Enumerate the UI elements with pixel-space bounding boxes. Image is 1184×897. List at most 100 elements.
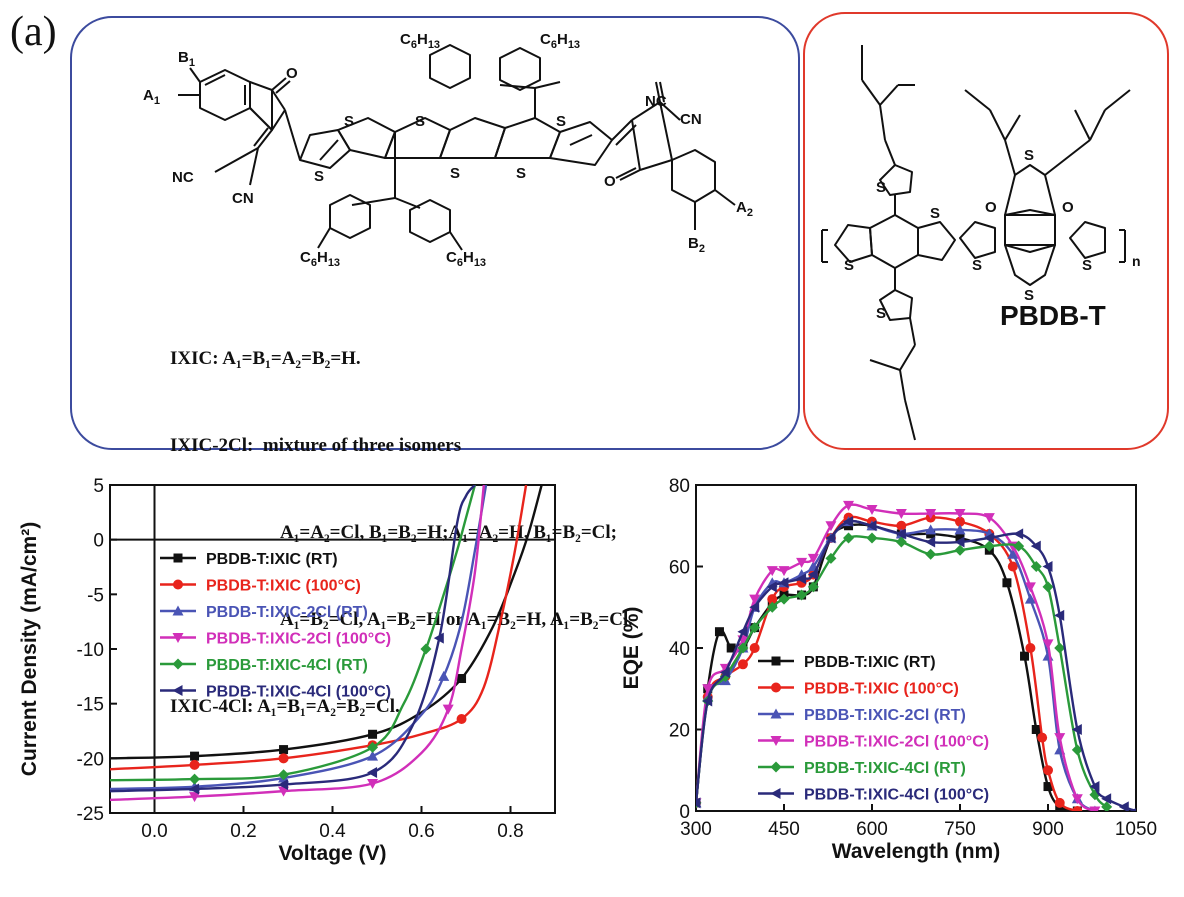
data-point	[1101, 801, 1113, 811]
series-line	[110, 485, 477, 782]
plot-area	[110, 485, 543, 803]
data-point	[843, 500, 855, 511]
data-point	[457, 674, 467, 684]
data-point	[702, 695, 713, 707]
data-point	[1024, 593, 1036, 604]
atom-label-nc: NC	[172, 169, 194, 186]
series-line	[110, 485, 476, 793]
data-point	[955, 516, 965, 527]
legend-marker	[770, 788, 781, 799]
right-end-group	[615, 81, 736, 230]
polymer-structure	[821, 45, 1131, 441]
y-tick-label: 60	[669, 558, 690, 579]
data-point	[866, 532, 878, 544]
x-tick-label: 0.0	[141, 821, 167, 842]
data-point	[278, 769, 290, 781]
definition-ixic-4cl: IXIC-4Cl: A₁=B₁=A₂=B₂=Cl.	[170, 696, 400, 717]
data-point	[983, 513, 995, 524]
data-point	[766, 581, 777, 593]
data-point	[1054, 642, 1066, 654]
atom-label-s: S	[1024, 287, 1034, 304]
data-point	[954, 524, 966, 535]
data-point	[1042, 639, 1054, 650]
polymer-name: PBDB-T	[1000, 300, 1106, 331]
legend-label: PBDB-T:IXIC-2Cl (100°C)	[804, 734, 989, 751]
data-point	[189, 773, 201, 785]
hexyl-label: C6H13	[446, 249, 486, 269]
data-point	[796, 573, 807, 585]
data-point	[796, 589, 808, 601]
data-point	[955, 533, 965, 543]
atom-label-o: O	[286, 65, 298, 82]
legend-label: PBDB-T:IXIC (RT)	[206, 551, 338, 568]
legend: PBDB-T:IXIC (RT) PBDB-T:IXIC (100°C) PBDB-…	[758, 654, 989, 804]
data-point	[1071, 724, 1082, 735]
y-tick-label: -20	[77, 749, 104, 770]
x-tick-label: 0.6	[408, 821, 434, 842]
legend-marker	[770, 708, 782, 719]
data-point	[1020, 651, 1030, 661]
atom-label-s: S	[1024, 147, 1034, 164]
atom-label-s: S	[450, 165, 460, 182]
data-point	[702, 684, 714, 695]
data-point	[1024, 582, 1036, 593]
panel-label: (a)	[10, 9, 57, 55]
atom-label-s: S	[972, 257, 982, 274]
data-point	[1089, 781, 1100, 793]
data-point	[726, 643, 736, 653]
data-point	[189, 792, 201, 803]
legend-label: PBDB-T:IXIC-4Cl (100°C)	[206, 684, 391, 701]
y-tick-label: -10	[77, 640, 104, 661]
acceptor-structure-box	[70, 16, 800, 450]
x-tick-label: 1050	[1115, 819, 1157, 840]
legend-marker	[771, 682, 781, 693]
data-point	[749, 643, 760, 653]
data-point	[719, 666, 730, 678]
data-point	[438, 670, 450, 681]
data-point	[807, 581, 819, 593]
data-point	[843, 516, 854, 528]
atom-label-s: S	[415, 113, 425, 130]
data-point	[1030, 561, 1042, 572]
jv-chart: 0.0 0.2 0.4 0.6 0.8 5 0 -5 -10 -15 -20 -25 Voltage (…	[18, 476, 556, 865]
atom-label-s: S	[314, 168, 324, 185]
data-point	[278, 753, 289, 764]
legend-marker	[172, 633, 184, 643]
data-point	[778, 566, 790, 577]
atom-label-a2: A2	[736, 199, 753, 219]
data-point	[825, 532, 836, 544]
data-point	[983, 540, 995, 552]
data-point	[737, 626, 748, 638]
data-point	[954, 544, 966, 556]
data-point	[368, 729, 378, 739]
data-point	[766, 566, 778, 577]
plot-area	[696, 500, 1136, 811]
definition-isomers-line-2: A₁=B₂=Cl, A₁=B₂=H or A₁=B₂=H, A₁=B₂=Cl.	[280, 609, 634, 630]
atom-label-nc: NC	[645, 93, 667, 110]
atom-label-s: S	[930, 205, 940, 222]
data-point	[367, 741, 379, 753]
data-point	[1071, 794, 1083, 805]
legend-label: PBDB-T:IXIC-4Cl (RT)	[206, 657, 368, 674]
y-tick-label: 0	[93, 531, 104, 552]
y-tick-label: 40	[669, 639, 690, 660]
polymer-structure-box	[803, 12, 1169, 450]
data-point	[367, 778, 379, 789]
data-point	[278, 786, 290, 797]
data-point	[895, 509, 907, 520]
legend-label: PBDB-T:IXIC (RT)	[804, 654, 936, 671]
x-tick-label: 600	[856, 819, 888, 840]
series-line	[110, 485, 543, 760]
x-tick-label: 450	[768, 819, 800, 840]
legend-marker	[770, 736, 782, 746]
data-point	[1101, 793, 1112, 805]
x-axis-label: Voltage (V)	[278, 842, 386, 865]
data-point	[1042, 650, 1054, 661]
data-point	[749, 622, 761, 634]
atom-label-cn: CN	[680, 111, 702, 128]
atom-label-a1: A1	[143, 87, 160, 107]
legend-marker	[771, 656, 781, 666]
legend: PBDB-T:IXIC (RT) PBDB-T:IXIC (100°C) PBDB-…	[160, 551, 391, 701]
series-line	[110, 485, 485, 802]
atom-label-s: S	[876, 305, 886, 322]
